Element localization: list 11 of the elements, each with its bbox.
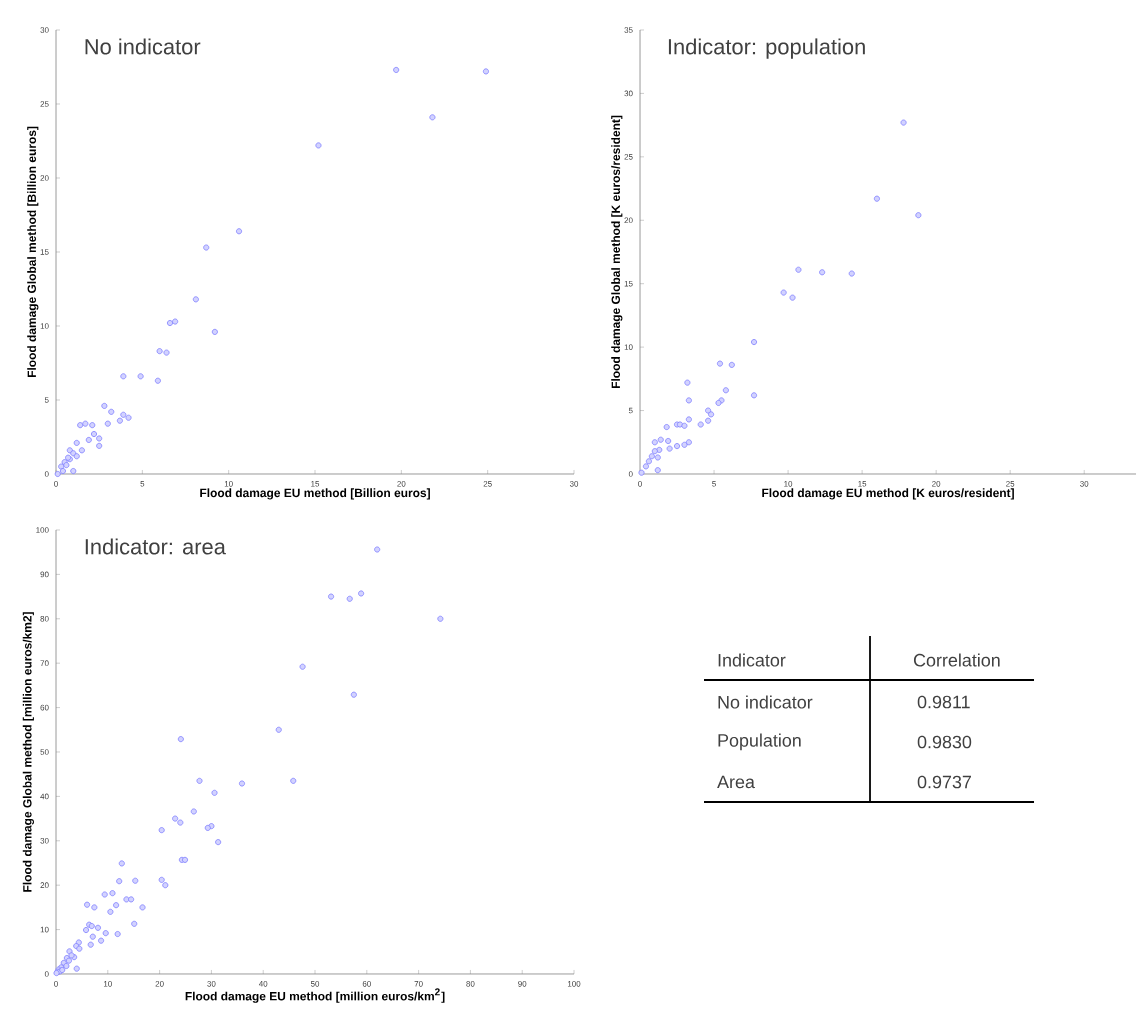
text: Correlation [913, 653, 1000, 667]
category-label: Area [717, 775, 755, 789]
text: 0.9830 [917, 735, 972, 749]
chart-title: Indicator: population [668, 38, 865, 60]
text: 0.9811 [917, 695, 970, 709]
chart-title: No indicator [85, 38, 201, 55]
chart-title: Indicator: area [85, 538, 226, 555]
text: 0.9737 [917, 775, 971, 789]
category-label: Population [718, 733, 801, 751]
category-label: No indicator [718, 695, 813, 709]
text: Indicator [718, 653, 786, 667]
